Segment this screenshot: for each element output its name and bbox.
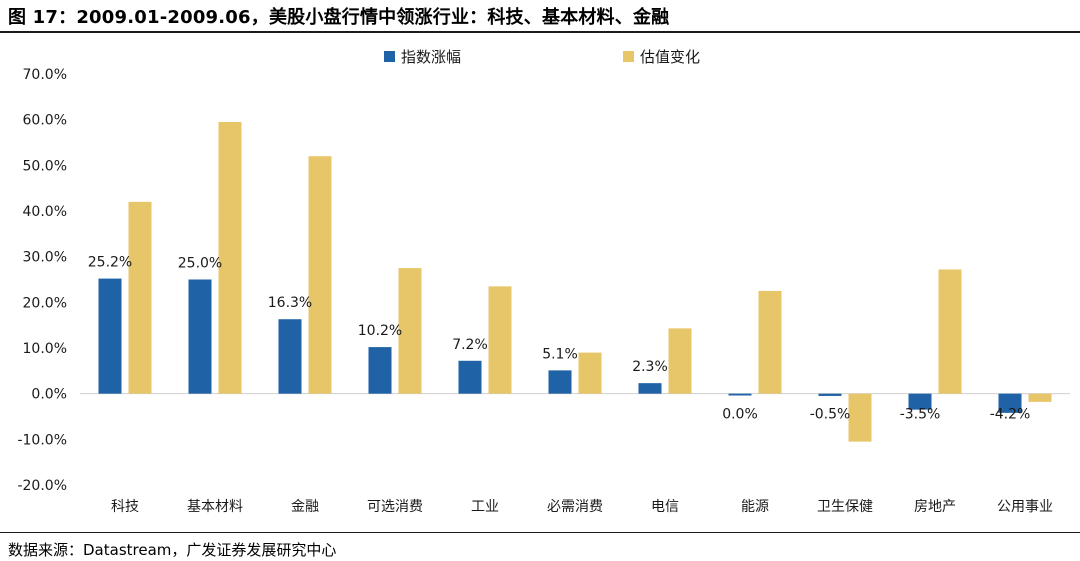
bar-chart: 70.0% 60.0% 50.0% 40.0% 30.0% 20.0% 10.0% 0.0% -… <box>17 48 1070 515</box>
y-tick-label: 20.0% <box>23 295 67 311</box>
data-label: 25.2% <box>88 255 132 271</box>
bar-指数涨幅 <box>188 279 212 394</box>
legend-label: 估值变化 <box>640 48 700 66</box>
data-label: 25.0% <box>178 256 222 272</box>
bar-估值变化 <box>488 286 512 394</box>
bottom-divider <box>0 532 1080 533</box>
bar-指数涨幅 <box>548 370 572 394</box>
bar-指数涨幅 <box>728 393 752 396</box>
x-category-label: 可选消费 <box>367 499 423 515</box>
data-label: -3.5% <box>900 407 941 423</box>
x-category-label: 卫生保健 <box>817 499 873 515</box>
y-tick-label: 40.0% <box>23 204 67 220</box>
bar-估值变化 <box>398 268 422 394</box>
data-label: 2.3% <box>632 359 668 375</box>
data-label: -4.2% <box>990 407 1031 423</box>
y-tick-label: 0.0% <box>31 387 67 403</box>
bar-指数涨幅 <box>998 393 1022 413</box>
x-category-label: 电信 <box>651 499 679 515</box>
legend-label: 指数涨幅 <box>401 48 461 66</box>
x-category-label: 公用事业 <box>997 499 1053 515</box>
legend-swatch <box>384 51 395 62</box>
bar-指数涨幅 <box>98 278 122 394</box>
bar-估值变化 <box>758 290 782 394</box>
bar-指数涨幅 <box>278 319 302 394</box>
bar-估值变化 <box>128 201 152 394</box>
bar-指数涨幅 <box>638 383 662 394</box>
bar-指数涨幅 <box>818 393 842 396</box>
data-label: 7.2% <box>452 337 488 353</box>
y-tick-label: 50.0% <box>23 158 67 174</box>
x-category-label: 金融 <box>291 499 319 515</box>
data-label: 10.2% <box>358 323 402 339</box>
y-tick-label: -10.0% <box>17 432 67 448</box>
top-divider <box>0 31 1080 33</box>
data-label: 16.3% <box>268 295 312 311</box>
bar-估值变化 <box>308 156 332 394</box>
y-tick-label: -20.0% <box>17 478 67 494</box>
bar-估值变化 <box>1028 393 1052 402</box>
data-label: 5.1% <box>542 346 578 362</box>
bar-估值变化 <box>848 393 872 442</box>
bar-指数涨幅 <box>458 360 482 394</box>
y-tick-label: 70.0% <box>23 67 67 83</box>
bar-估值变化 <box>578 352 602 394</box>
legend-swatch <box>623 51 634 62</box>
y-tick-label: 60.0% <box>23 113 67 129</box>
source-note: 数据来源：Datastream，广发证券发展研究中心 <box>8 541 337 559</box>
data-label: -0.5% <box>810 407 851 423</box>
y-tick-label: 10.0% <box>23 341 67 357</box>
x-category-label: 工业 <box>471 499 499 515</box>
x-category-label: 科技 <box>111 499 139 515</box>
x-category-label: 基本材料 <box>187 498 243 515</box>
bar-估值变化 <box>938 269 962 394</box>
bar-指数涨幅 <box>368 347 392 394</box>
figure-header: 图 17：2009.01-2009.06，美股小盘行情中领涨行业：科技、基本材料… <box>0 0 1080 30</box>
x-category-label: 房地产 <box>914 499 956 515</box>
figure-title: 图 17：2009.01-2009.06，美股小盘行情中领涨行业：科技、基本材料… <box>8 7 670 28</box>
x-category-label: 能源 <box>741 499 769 515</box>
bar-估值变化 <box>218 121 242 394</box>
bar-估值变化 <box>668 328 692 394</box>
x-category-label: 必需消费 <box>547 499 603 515</box>
y-tick-label: 30.0% <box>23 250 67 266</box>
data-label: 0.0% <box>722 407 758 423</box>
bar-指数涨幅 <box>908 393 932 410</box>
